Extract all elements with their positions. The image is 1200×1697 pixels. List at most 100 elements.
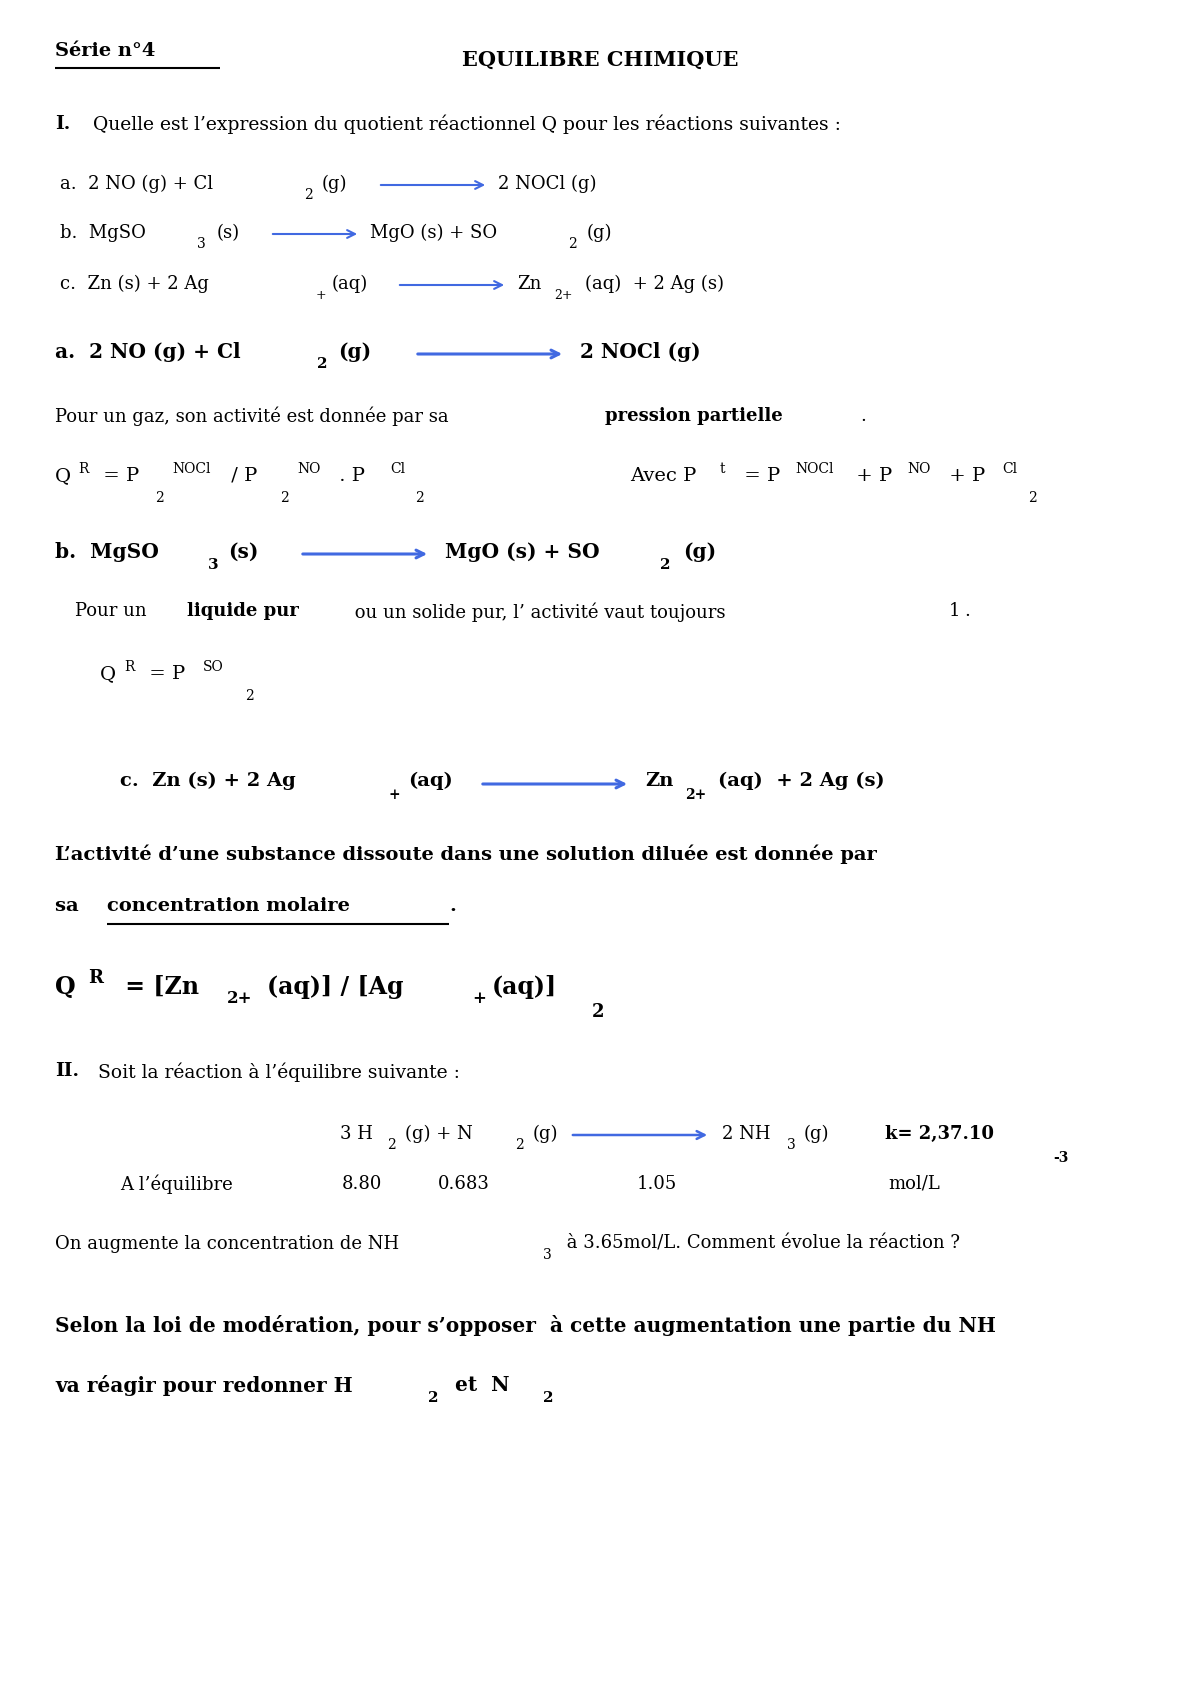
Text: +: + (472, 989, 486, 1006)
Text: 3: 3 (197, 238, 205, 251)
Text: .: . (860, 407, 866, 424)
Text: Quelle est l’expression du quotient réactionnel Q pour les réactions suivantes :: Quelle est l’expression du quotient réac… (94, 115, 841, 134)
Text: à 3.65mol/L. Comment évolue la réaction ?: à 3.65mol/L. Comment évolue la réaction … (562, 1235, 960, 1252)
Text: Q: Q (100, 665, 116, 682)
Text: NOCl: NOCl (794, 462, 834, 475)
Text: (g): (g) (533, 1125, 558, 1144)
Text: .: . (449, 898, 456, 915)
Text: 2: 2 (592, 1003, 605, 1022)
Text: 2 NOCl (g): 2 NOCl (g) (498, 175, 596, 193)
Text: +: + (316, 288, 326, 302)
Text: R: R (78, 462, 89, 475)
Text: 2+: 2+ (685, 787, 707, 803)
Text: pression partielle: pression partielle (605, 407, 782, 424)
Text: MgO (s) + SO: MgO (s) + SO (370, 224, 497, 243)
Text: Q: Q (55, 467, 71, 485)
Text: ou un solide pur, l’ activité vaut toujours: ou un solide pur, l’ activité vaut toujo… (349, 602, 731, 621)
Text: (aq)] / [Ag: (aq)] / [Ag (266, 976, 403, 1000)
Text: a.  2 NO (g) + Cl: a. 2 NO (g) + Cl (60, 175, 214, 193)
Text: = P: = P (738, 467, 780, 485)
Text: = P: = P (143, 665, 185, 682)
Text: 3 H: 3 H (340, 1125, 373, 1144)
Text: A l’équilibre: A l’équilibre (120, 1174, 233, 1195)
Text: L’activité d’une substance dissoute dans une solution diluée est donnée par: L’activité d’une substance dissoute dans… (55, 845, 877, 864)
Text: (g) + N: (g) + N (406, 1125, 473, 1144)
Text: -3: -3 (1054, 1151, 1068, 1166)
Text: 2+: 2+ (227, 989, 252, 1006)
Text: sa: sa (55, 898, 92, 915)
Text: NO: NO (298, 462, 320, 475)
Text: 2: 2 (568, 238, 577, 251)
Text: 2: 2 (660, 558, 671, 572)
Text: (aq)  + 2 Ag (s): (aq) + 2 Ag (s) (718, 772, 884, 791)
Text: (g): (g) (322, 175, 348, 193)
Text: MgO (s) + SO: MgO (s) + SO (445, 541, 600, 562)
Text: Série n°4: Série n°4 (55, 42, 155, 59)
Text: 2 NH: 2 NH (722, 1125, 770, 1144)
Text: I.: I. (55, 115, 71, 132)
Text: Pour un gaz, son activité est donnée par sa: Pour un gaz, son activité est donnée par… (55, 407, 460, 426)
Text: 2: 2 (304, 188, 313, 202)
Text: 1: 1 (949, 602, 960, 619)
Text: 2: 2 (386, 1139, 396, 1152)
Text: t: t (720, 462, 726, 475)
Text: b.  MgSO: b. MgSO (55, 541, 158, 562)
Text: / P: / P (226, 467, 257, 485)
Text: 2: 2 (245, 689, 253, 703)
Text: + P: + P (850, 467, 893, 485)
Text: Pour un: Pour un (74, 602, 152, 619)
Text: (aq)]: (aq)] (492, 976, 557, 1000)
Text: (g): (g) (338, 343, 371, 361)
Text: Zn: Zn (517, 275, 541, 294)
Text: (g): (g) (804, 1125, 829, 1144)
Text: 3: 3 (542, 1247, 552, 1263)
Text: (aq)  + 2 Ag (s): (aq) + 2 Ag (s) (586, 275, 724, 294)
Text: Zn: Zn (646, 772, 673, 791)
Text: .: . (964, 602, 970, 619)
Text: . P: . P (334, 467, 365, 485)
Text: b.  MgSO: b. MgSO (60, 224, 146, 243)
Text: (g): (g) (683, 541, 716, 562)
Text: (s): (s) (228, 541, 258, 562)
Text: = P: = P (97, 467, 139, 485)
Text: Cl: Cl (390, 462, 406, 475)
Text: NOCl: NOCl (172, 462, 210, 475)
Text: Selon la loi de modération, pour s’opposer  à cette augmentation une partie du N: Selon la loi de modération, pour s’oppos… (55, 1315, 996, 1336)
Text: a.  2 NO (g) + Cl: a. 2 NO (g) + Cl (55, 343, 241, 361)
Text: mol/L: mol/L (888, 1174, 940, 1193)
Text: Soit la réaction à l’équilibre suivante :: Soit la réaction à l’équilibre suivante … (98, 1062, 460, 1081)
Text: 2: 2 (542, 1392, 553, 1405)
Text: (aq): (aq) (408, 772, 452, 791)
Text: 2+: 2+ (554, 288, 572, 302)
Text: et  N: et N (448, 1375, 510, 1395)
Text: 2 NOCl (g): 2 NOCl (g) (580, 343, 701, 361)
Text: +: + (388, 787, 400, 803)
Text: va réagir pour redonner H: va réagir pour redonner H (55, 1375, 353, 1397)
Text: 2: 2 (1028, 490, 1037, 506)
Text: (aq): (aq) (332, 275, 368, 294)
Text: II.: II. (55, 1062, 79, 1079)
Text: 2: 2 (428, 1392, 438, 1405)
Text: 3: 3 (208, 558, 218, 572)
Text: = [Zn: = [Zn (118, 976, 199, 1000)
Text: 1.05: 1.05 (637, 1174, 677, 1193)
Text: 2: 2 (280, 490, 289, 506)
Text: liquide pur: liquide pur (187, 602, 299, 619)
Text: Cl: Cl (1002, 462, 1018, 475)
Text: 3: 3 (787, 1139, 796, 1152)
Text: Avec P: Avec P (630, 467, 696, 485)
Text: concentration molaire: concentration molaire (107, 898, 350, 915)
Text: 2: 2 (415, 490, 424, 506)
Text: On augmente la concentration de NH: On augmente la concentration de NH (55, 1235, 400, 1252)
Text: R: R (88, 969, 103, 988)
Text: 0.683: 0.683 (438, 1174, 490, 1193)
Text: Q: Q (55, 976, 76, 1000)
Text: NO: NO (907, 462, 930, 475)
Text: SO: SO (203, 660, 223, 674)
Text: (s): (s) (217, 224, 240, 243)
Text: R: R (124, 660, 134, 674)
Text: 8.80: 8.80 (342, 1174, 383, 1193)
Text: 2: 2 (317, 356, 328, 372)
Text: EQUILIBRE CHIMIQUE: EQUILIBRE CHIMIQUE (462, 49, 738, 70)
Text: 2: 2 (155, 490, 163, 506)
